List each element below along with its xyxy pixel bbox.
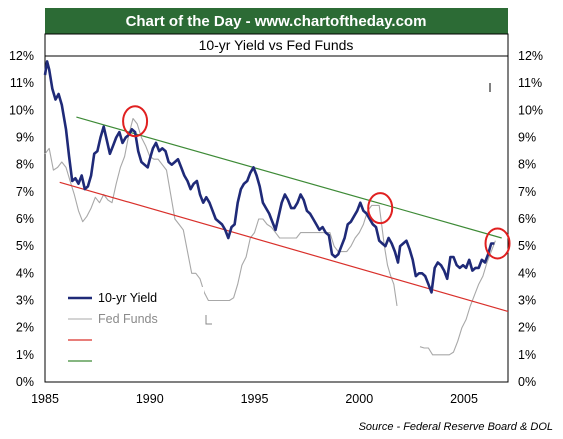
y-axis-left: 0% 1% 2% 3% 4% 5% 6% 7% 8% 9% 10% 11% 12% — [9, 49, 34, 389]
x-tick-label: 2005 — [450, 392, 478, 406]
y-tick-label-right: 0% — [518, 375, 536, 389]
y-tick-label-right: 10% — [518, 103, 543, 117]
annotation-circle — [484, 227, 511, 260]
legend-box — [62, 287, 204, 371]
series-group — [43, 60, 509, 356]
x-axis: 1985 1990 1995 2000 2005 — [31, 392, 478, 406]
y-tick-label-right: 4% — [518, 266, 536, 280]
y-tick-label-left: 11% — [10, 76, 34, 90]
series-line-upper-trend — [76, 116, 502, 239]
legend: 10-yr Yield Fed Funds — [62, 287, 204, 371]
y-tick-label-left: 1% — [16, 348, 34, 362]
x-tick-label: 1985 — [31, 392, 59, 406]
annotation-circle — [122, 105, 149, 138]
y-tick-label-right: 12% — [518, 49, 543, 63]
series-line-lower-trend — [59, 181, 509, 312]
y-tick-label-right: 8% — [518, 158, 536, 172]
y-tick-label-right: 7% — [518, 185, 536, 199]
y-tick-label-left: 4% — [16, 266, 34, 280]
x-tick-label: 2000 — [345, 392, 373, 406]
y-tick-label-right: 9% — [518, 131, 536, 145]
plot-frame — [44, 55, 509, 383]
legend-edge-mark — [205, 315, 212, 325]
series-line-fed-funds — [44, 117, 398, 306]
y-tick-label-left: 2% — [16, 321, 34, 335]
chart-title: Chart of the Day - www.chartoftheday.com — [126, 13, 427, 30]
series-line-fed-funds — [419, 240, 496, 356]
annotations-group — [122, 105, 511, 260]
y-tick-label-left: 8% — [16, 158, 34, 172]
y-tick-label-left: 10% — [9, 103, 34, 117]
y-tick-label-right: 3% — [518, 294, 536, 308]
y-tick-label-left: 0% — [16, 375, 34, 389]
y-tick-label-right: 5% — [518, 239, 536, 253]
chart-subtitle: 10-yr Yield vs Fed Funds — [199, 37, 354, 53]
y-tick-label-left: 3% — [16, 294, 34, 308]
x-tick-label: 1990 — [136, 392, 164, 406]
y-tick-label-right: 11% — [518, 76, 542, 90]
chart-title-banner — [45, 8, 508, 34]
annotation-circle — [367, 192, 394, 225]
y-tick-label-left: 12% — [9, 49, 34, 63]
y-tick-label-right: 1% — [518, 348, 536, 362]
y-tick-label-right: 2% — [518, 321, 536, 335]
y-axis-right: 0% 1% 2% 3% 4% 5% 6% 7% 8% 9% 10% 11% 12% — [518, 49, 543, 389]
y-tick-label-left: 5% — [16, 239, 34, 253]
y-tick-label-left: 6% — [16, 212, 34, 226]
legend-label: Fed Funds — [98, 312, 158, 326]
y-tick-label-right: 6% — [518, 212, 536, 226]
source-note: Source - Federal Reserve Board & DOL — [359, 421, 553, 433]
y-tick-label-left: 7% — [16, 185, 34, 199]
y-tick-label-left: 9% — [16, 131, 34, 145]
x-tick-label: 1995 — [241, 392, 269, 406]
legend-label: 10-yr Yield — [98, 291, 157, 305]
series-line-yield — [43, 60, 495, 294]
